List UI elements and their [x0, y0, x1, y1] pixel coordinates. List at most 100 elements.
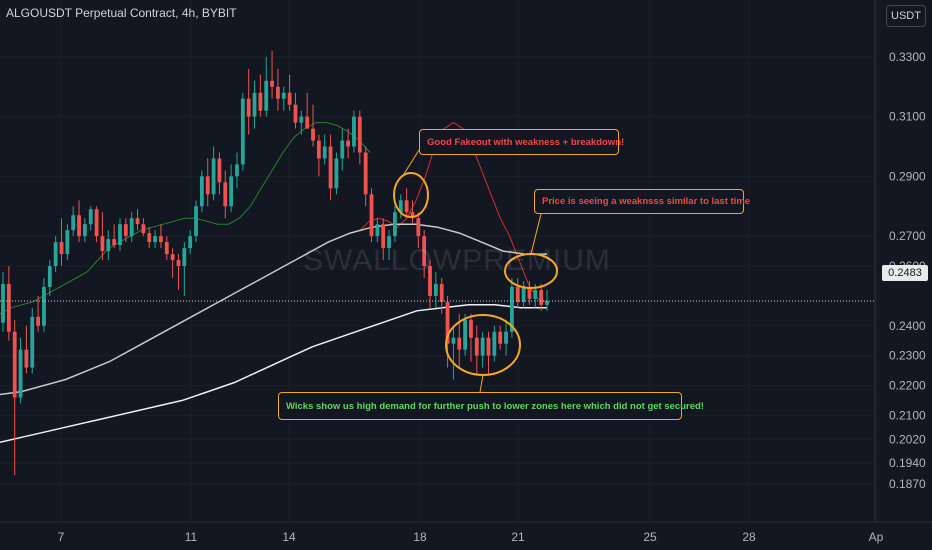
last-price-label: 0.2483 — [882, 265, 928, 281]
candle-body — [492, 331, 497, 356]
candle-body — [71, 215, 76, 231]
annotation-circle — [393, 172, 429, 218]
candle-body — [135, 218, 140, 225]
candle-body — [387, 236, 391, 249]
moving-average-line — [0, 122, 371, 315]
candlestick-series — [1, 50, 549, 476]
moving-average-line — [359, 122, 548, 303]
candle-body — [264, 80, 269, 111]
candle-body — [299, 116, 304, 123]
time-tick-label: 18 — [413, 530, 427, 544]
price-tick-label: 0.2700 — [889, 229, 926, 243]
candle-body — [480, 337, 485, 356]
candle-body — [340, 140, 345, 159]
candle-body — [199, 176, 204, 207]
candle-body — [258, 92, 263, 111]
candle-body — [357, 116, 362, 153]
candle-body — [182, 248, 187, 267]
candle-body — [141, 224, 146, 234]
candle-body — [328, 146, 333, 189]
candle-body — [94, 209, 99, 237]
candle-body — [223, 182, 228, 207]
price-tick-label: 0.2300 — [889, 349, 926, 363]
candle-body — [112, 239, 117, 246]
candle-body — [439, 283, 444, 302]
candle-body — [293, 104, 298, 123]
candle-body — [270, 80, 274, 87]
candle-body — [170, 254, 175, 261]
price-tick-label: 0.2400 — [889, 319, 926, 333]
candle-body — [375, 224, 380, 237]
candle-body — [416, 218, 421, 237]
candle-body — [510, 286, 514, 332]
candle-body — [229, 176, 234, 207]
candle-body — [527, 286, 532, 299]
candle-body — [463, 319, 468, 350]
candle-body — [346, 140, 351, 147]
candle-body — [240, 98, 245, 165]
candle-body — [521, 286, 526, 302]
price-tick-label: 0.2100 — [889, 408, 926, 422]
watermark: SWALLOWPREMIUM — [303, 244, 611, 277]
candle-body — [18, 349, 23, 398]
time-axis[interactable]: 7 11 14 18 21 25 28 Ap — [58, 530, 884, 544]
price-tick-label: 0.3100 — [889, 110, 926, 124]
candle-body — [77, 215, 81, 237]
candle-body — [118, 224, 122, 246]
candle-body — [188, 236, 193, 249]
price-tick-label: 0.2020 — [889, 432, 926, 446]
price-tick-label: 0.2200 — [889, 379, 926, 393]
candle-body — [235, 164, 239, 177]
time-tick-label: 28 — [742, 530, 756, 544]
price-axis[interactable]: 0.33000.31000.29000.27000.26000.24000.23… — [889, 50, 926, 491]
candle-body — [164, 242, 169, 255]
candle-body — [88, 209, 93, 225]
currency-button[interactable]: USDT — [886, 5, 926, 27]
candle-body — [311, 128, 315, 141]
candle-body — [404, 200, 409, 213]
candle-body — [246, 98, 251, 117]
candle-body — [36, 316, 40, 326]
candle-body — [363, 152, 368, 195]
candle-body — [486, 337, 491, 356]
candle-body — [217, 158, 222, 183]
candle-body — [211, 158, 216, 195]
annotation-wicks: Wicks show us high demand for further pu… — [278, 392, 704, 420]
candle-body — [65, 230, 70, 255]
candle-body — [59, 242, 64, 255]
candle-body — [194, 206, 198, 237]
candle-body — [410, 212, 415, 219]
annotation-connectors — [403, 149, 542, 393]
candle-body — [474, 337, 479, 356]
candle-body — [469, 319, 473, 338]
candle-body — [305, 116, 310, 129]
candle-body — [316, 140, 321, 159]
moving-average-lines — [0, 122, 548, 444]
annotation-connector-line — [530, 213, 542, 255]
candle-body — [47, 266, 52, 287]
candle-body — [106, 239, 111, 252]
candle-body — [159, 236, 163, 243]
chart-title: ALGOUSDT Perpetual Contract, 4h, BYBIT — [6, 6, 237, 20]
candle-body — [287, 92, 292, 105]
candle-body — [53, 242, 58, 267]
moving-average-line — [0, 304, 547, 444]
time-tick-label: 7 — [58, 530, 65, 544]
candle-body — [422, 236, 427, 267]
candle-body — [393, 212, 397, 237]
price-tick-label: 0.3300 — [889, 50, 926, 64]
candle-body — [6, 283, 11, 332]
candle-body — [515, 286, 520, 302]
annotation-connector-line — [479, 374, 484, 393]
candle-body — [504, 331, 508, 344]
price-tick-label: 0.1870 — [889, 477, 926, 491]
candle-body — [533, 289, 538, 299]
candle-body — [498, 331, 503, 344]
time-tick-label: 21 — [511, 530, 525, 544]
candle-body — [12, 331, 17, 398]
annotation-fakeout: Good Fakeout with weakness + breakdown! — [419, 129, 624, 155]
candle-body — [276, 86, 280, 99]
candle-body — [381, 224, 386, 249]
candle-body — [322, 146, 327, 159]
